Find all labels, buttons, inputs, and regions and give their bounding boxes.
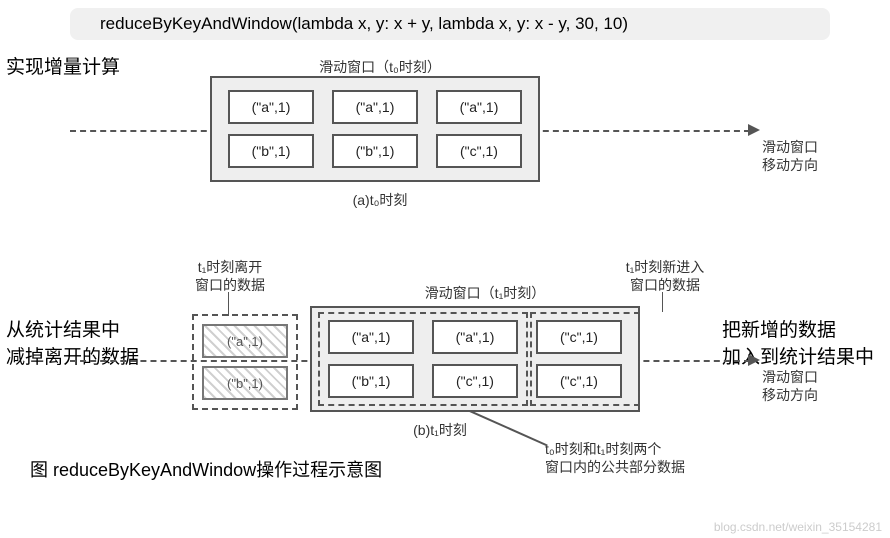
- caption-a: (a)t₀时刻: [340, 190, 420, 210]
- code-header: reduceByKeyAndWindow(lambda x, y: x + y,…: [70, 8, 830, 40]
- leaving-cell-1: ("b",1): [202, 366, 288, 400]
- cell-a-0-1: ("a",1): [332, 90, 418, 124]
- subtract-label: 从统计结果中 减掉离开的数据: [6, 318, 139, 371]
- leader-entering: [662, 292, 663, 312]
- caption-b: (b)t₁时刻: [400, 420, 480, 440]
- move-dir-a: 滑动窗口 移动方向: [762, 138, 832, 174]
- add-label: 把新增的数据 加入到统计结果中: [722, 318, 874, 371]
- cell-a-0-0: ("a",1): [228, 90, 314, 124]
- cell-a-1-2: ("c",1): [436, 134, 522, 168]
- cell-a-0-2: ("a",1): [436, 90, 522, 124]
- leaving-cell-0: ("a",1): [202, 324, 288, 358]
- leaving-label: t₁时刻离开 窗口的数据: [180, 258, 280, 294]
- leader-overlap: [469, 410, 547, 446]
- axis-b-arrow: [748, 354, 760, 366]
- row-a0: ("a",1) ("a",1) ("a",1): [228, 90, 522, 124]
- incremental-label: 实现增量计算: [6, 52, 120, 79]
- cell-a-1-0: ("b",1): [228, 134, 314, 168]
- window-a: ("a",1) ("a",1) ("a",1) ("b",1) ("b",1) …: [210, 76, 540, 182]
- leaving-box: ("a",1) ("b",1): [192, 314, 298, 410]
- overlap-label: t₀时刻和t₁时刻两个 窗口内的公共部分数据: [545, 440, 715, 476]
- row-a1: ("b",1) ("b",1) ("c",1): [228, 134, 522, 168]
- code-text: reduceByKeyAndWindow(lambda x, y: x + y,…: [100, 14, 628, 34]
- window-t0-label: 滑动窗口（t₀时刻）: [300, 58, 460, 76]
- entering-region: [530, 312, 640, 406]
- common-region: [318, 312, 528, 406]
- leader-leaving: [228, 292, 229, 316]
- figure-title: 图 reduceByKeyAndWindow操作过程示意图: [30, 456, 382, 482]
- window-t1-label: 滑动窗口（t₁时刻）: [405, 284, 565, 302]
- axis-a-arrow: [748, 124, 760, 136]
- entering-label: t₁时刻新进入 窗口的数据: [610, 258, 720, 294]
- cell-a-1-1: ("b",1): [332, 134, 418, 168]
- watermark: blog.csdn.net/weixin_35154281: [714, 520, 882, 534]
- move-dir-b: 滑动窗口 移动方向: [762, 368, 832, 404]
